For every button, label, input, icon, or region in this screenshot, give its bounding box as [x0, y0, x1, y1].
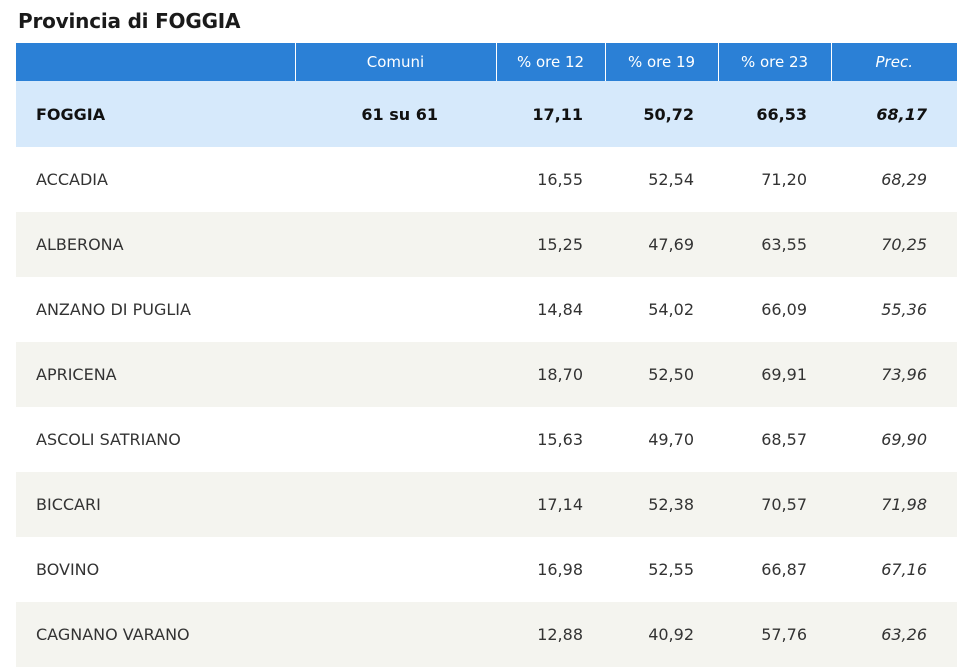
table-row[interactable]: ALBERONA 15,25 47,69 63,55 70,25 — [16, 212, 957, 277]
comune-ore-19: 52,54 — [648, 170, 694, 189]
comune-prec: 67,16 — [881, 560, 927, 579]
comune-ore-12: 15,25 — [537, 235, 583, 254]
comune-comuni — [295, 342, 496, 407]
comune-prec: 69,90 — [881, 430, 927, 449]
comune-comuni — [295, 407, 496, 472]
comune-ore-19: 52,50 — [648, 365, 694, 384]
total-ore-23: 66,53 — [756, 104, 807, 124]
total-comuni: 61 su 61 — [361, 104, 438, 124]
comune-ore-19: 52,55 — [648, 560, 694, 579]
comune-name: BICCARI — [36, 495, 101, 514]
table-header: Comuni % ore 12 % ore 19 % ore 23 Prec. — [16, 43, 957, 81]
header-row: Comuni % ore 12 % ore 19 % ore 23 Prec. — [16, 43, 957, 81]
turnout-table: Comuni % ore 12 % ore 19 % ore 23 Prec. … — [16, 43, 957, 667]
comune-ore-12: 15,63 — [537, 430, 583, 449]
comune-name: ACCADIA — [36, 170, 108, 189]
comune-name: CAGNANO VARANO — [36, 625, 190, 644]
comune-name: ANZANO DI PUGLIA — [36, 300, 191, 319]
header-prec[interactable]: Prec. — [830, 43, 957, 81]
comune-ore-23: 68,57 — [761, 430, 807, 449]
comune-ore-23: 63,55 — [761, 235, 807, 254]
comune-comuni — [295, 602, 496, 667]
comune-comuni — [295, 147, 496, 212]
comune-ore-19: 40,92 — [648, 625, 694, 644]
comune-prec: 55,36 — [881, 300, 927, 319]
comune-ore-19: 47,69 — [648, 235, 694, 254]
comune-ore-23: 66,09 — [761, 300, 807, 319]
comune-name: ALBERONA — [36, 235, 124, 254]
comune-comuni — [295, 537, 496, 602]
comune-comuni — [295, 472, 496, 537]
comune-ore-23: 69,91 — [761, 365, 807, 384]
comune-name: BOVINO — [36, 560, 100, 579]
comune-ore-23: 71,20 — [761, 170, 807, 189]
table-row[interactable]: ASCOLI SATRIANO 15,63 49,70 68,57 69,90 — [16, 407, 957, 472]
table-body: FOGGIA 61 su 61 17,11 50,72 66,53 68,17 … — [16, 81, 957, 667]
header-name — [16, 43, 295, 81]
total-ore-19: 50,72 — [643, 104, 694, 124]
comune-ore-23: 57,76 — [761, 625, 807, 644]
comune-prec: 73,96 — [881, 365, 927, 384]
table-row[interactable]: APRICENA 18,70 52,50 69,91 73,96 — [16, 342, 957, 407]
table-row[interactable]: ANZANO DI PUGLIA 14,84 54,02 66,09 55,36 — [16, 277, 957, 342]
header-comuni[interactable]: Comuni — [294, 43, 496, 81]
total-name: FOGGIA — [36, 104, 106, 124]
comune-ore-12: 14,84 — [537, 300, 583, 319]
comune-comuni — [295, 212, 496, 277]
comune-prec: 68,29 — [881, 170, 927, 189]
table-row[interactable]: BOVINO 16,98 52,55 66,87 67,16 — [16, 537, 957, 602]
comune-ore-12: 16,98 — [537, 560, 583, 579]
header-ore-12[interactable]: % ore 12 — [495, 43, 605, 81]
table-row[interactable]: CAGNANO VARANO 12,88 40,92 57,76 63,26 — [16, 602, 957, 667]
table-row[interactable]: ACCADIA 16,55 52,54 71,20 68,29 — [16, 147, 957, 212]
comune-ore-12: 16,55 — [537, 170, 583, 189]
total-prec: 68,17 — [876, 104, 927, 124]
total-ore-12: 17,11 — [532, 104, 583, 124]
comune-name: ASCOLI SATRIANO — [36, 430, 181, 449]
comune-prec: 71,98 — [881, 495, 927, 514]
comune-comuni — [295, 277, 496, 342]
comune-ore-23: 66,87 — [761, 560, 807, 579]
comune-prec: 70,25 — [881, 235, 927, 254]
comune-prec: 63,26 — [881, 625, 927, 644]
page-title: Provincia di FOGGIA — [18, 9, 241, 33]
header-ore-19[interactable]: % ore 19 — [604, 43, 718, 81]
comune-ore-19: 54,02 — [648, 300, 694, 319]
comune-name: APRICENA — [36, 365, 117, 384]
table-row[interactable]: BICCARI 17,14 52,38 70,57 71,98 — [16, 472, 957, 537]
total-row: FOGGIA 61 su 61 17,11 50,72 66,53 68,17 — [16, 81, 957, 147]
comune-ore-12: 17,14 — [537, 495, 583, 514]
comune-ore-19: 49,70 — [648, 430, 694, 449]
comune-ore-23: 70,57 — [761, 495, 807, 514]
comune-ore-12: 18,70 — [537, 365, 583, 384]
header-ore-23[interactable]: % ore 23 — [717, 43, 831, 81]
comune-ore-19: 52,38 — [648, 495, 694, 514]
comune-ore-12: 12,88 — [537, 625, 583, 644]
